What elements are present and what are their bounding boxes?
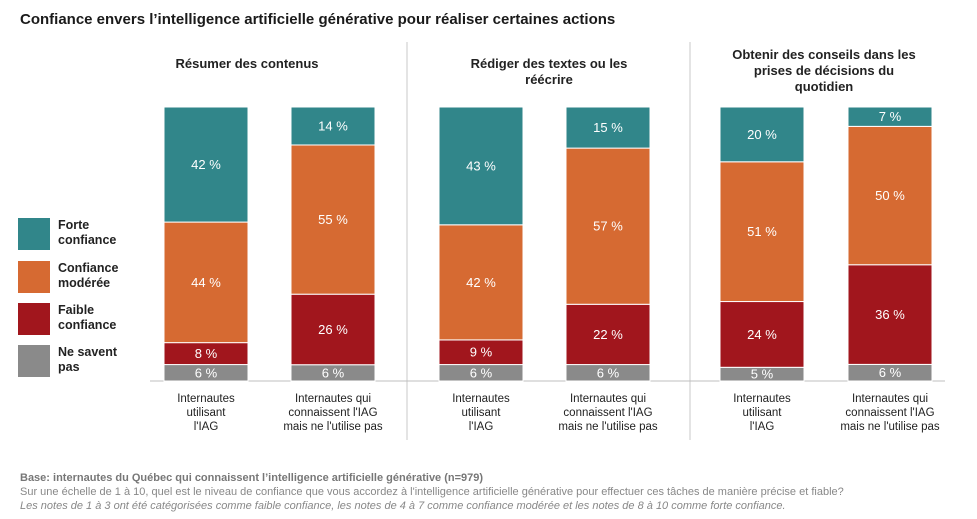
data-label: 50 % <box>875 188 905 203</box>
chart-title: Confiance envers l’intelligence artifici… <box>20 11 616 28</box>
data-label: 6 % <box>322 365 345 380</box>
legend-swatch-forte <box>18 218 50 250</box>
panel-title: Obtenir des conseils dans les prises de d… <box>732 47 916 94</box>
bar-segment-confiance-moderee <box>565 147 651 305</box>
data-label: 57 % <box>593 219 623 234</box>
data-label: 44 % <box>191 275 221 290</box>
legend-swatch-faible <box>18 303 50 335</box>
category-label: Internautes utilisant l'IAG <box>177 393 235 433</box>
footnote-question: Sur une échelle de 1 à 10, quel est le n… <box>20 486 844 498</box>
legend-label-moderee: Confiance modérée <box>58 261 119 290</box>
bar-segment-forte-confiance <box>719 106 805 163</box>
data-label: 6 % <box>879 365 902 380</box>
data-label: 42 % <box>191 157 221 172</box>
footnote-note: Les notes de 1 à 3 ont été catégorisées … <box>20 500 786 512</box>
panel-title: Résumer des contenus <box>175 56 318 71</box>
bar-segment-forte-confiance <box>438 106 524 226</box>
legend-label-faible: Faible confiance <box>58 303 117 332</box>
data-label: 43 % <box>466 158 496 173</box>
category-label: Internautes qui connaissent l'IAG mais ne … <box>558 393 658 433</box>
data-label: 7 % <box>879 109 902 124</box>
panel-title: Rédiger des textes ou les réécrire <box>471 56 628 87</box>
category-label: Internautes qui connaissent l'IAG mais ne … <box>840 393 940 433</box>
chart-area: Résumer des contenus 6 % 8 % 44 % 42 % Intern… <box>150 42 945 440</box>
legend-item-moderee: Confiance modérée <box>18 261 138 293</box>
footnote-base: Base: internautes du Québec qui connaiss… <box>20 472 484 484</box>
data-label: 6 % <box>597 365 620 380</box>
data-label: 36 % <box>875 307 905 322</box>
bar-segment-confiance-moderee <box>438 224 524 341</box>
bar-segment-forte-confiance <box>847 106 933 127</box>
data-label: 26 % <box>318 322 348 337</box>
data-label: 42 % <box>466 275 496 290</box>
category-label: Internautes utilisant l'IAG <box>452 393 510 433</box>
bar-segment-confiance-moderee <box>163 221 249 344</box>
category-label: Internautes qui connaissent l'IAG mais ne … <box>283 393 383 433</box>
bar-segment-forte-confiance <box>163 106 249 223</box>
data-label: 5 % <box>751 367 774 382</box>
bar-segment-faible-confiance <box>438 339 524 366</box>
bar-segment-forte-confiance <box>565 106 651 149</box>
bar-segment-confiance-moderee <box>719 161 805 303</box>
data-label: 55 % <box>318 212 348 227</box>
data-label: 22 % <box>593 327 623 342</box>
data-label: 24 % <box>747 327 777 342</box>
legend-item-ne-savent-pas: Ne savent pas <box>18 345 138 377</box>
legend-label-forte: Forte confiance <box>58 218 117 247</box>
category-label: Internautes utilisant l'IAG <box>733 393 791 433</box>
legend-swatch-ne-savent-pas <box>18 345 50 377</box>
data-label: 15 % <box>593 120 623 135</box>
data-label: 8 % <box>195 346 218 361</box>
data-label: 6 % <box>470 365 493 380</box>
data-label: 9 % <box>470 345 493 360</box>
data-label: 20 % <box>747 127 777 142</box>
legend-swatch-moderee <box>18 261 50 293</box>
legend-label-ne-savent-pas: Ne savent pas <box>58 345 118 374</box>
bar-segment-confiance-moderee <box>847 125 933 266</box>
bar-segment-faible-confiance <box>719 301 805 368</box>
data-label: 51 % <box>747 224 777 239</box>
data-label: 6 % <box>195 365 218 380</box>
data-label: 14 % <box>318 118 348 133</box>
bar-segment-forte-confiance <box>290 106 376 146</box>
bar-segment-faible-confiance <box>565 303 651 366</box>
legend-item-faible: Faible confiance <box>18 303 138 335</box>
bar-segment-faible-confiance <box>847 264 933 365</box>
legend-item-forte: Forte confiance <box>18 218 138 250</box>
